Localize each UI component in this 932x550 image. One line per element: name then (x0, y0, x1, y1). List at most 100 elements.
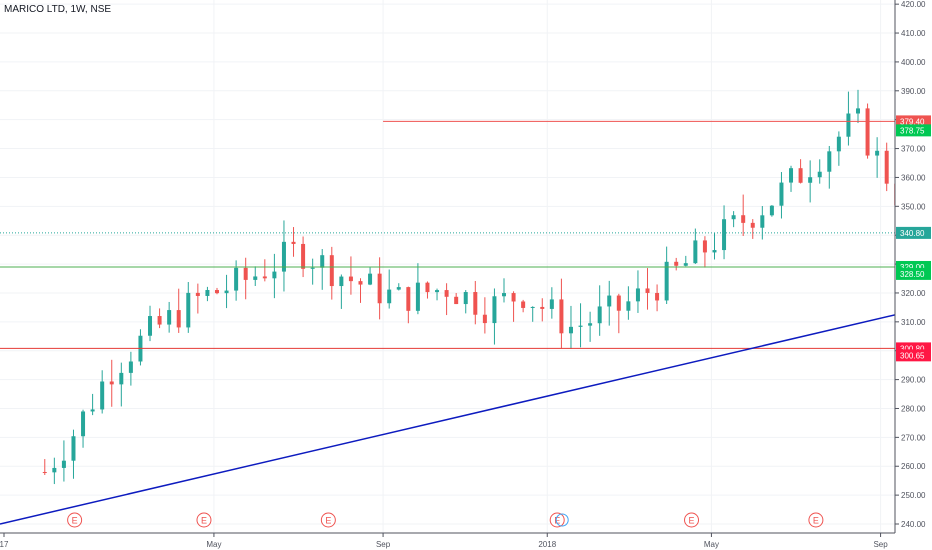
dividend-marker (555, 513, 569, 527)
candle-body (502, 293, 507, 297)
candle-body (214, 290, 219, 294)
candle-body (176, 310, 181, 328)
candle-body (808, 177, 813, 183)
price-tick-label: 420.00 (901, 0, 926, 9)
candle-body (760, 215, 765, 228)
candle-body (42, 472, 47, 474)
candle-body (645, 288, 650, 293)
candle-body (387, 289, 392, 304)
annotation-lines (0, 120, 932, 525)
candle-body (540, 306, 545, 309)
candle-body (90, 409, 95, 412)
candle-body (377, 273, 382, 304)
candle-body (473, 292, 478, 315)
price-tick-label: 320.00 (901, 289, 926, 298)
price-tick-label: 400.00 (901, 58, 926, 67)
candle-body (588, 323, 593, 326)
candle-body (789, 168, 794, 183)
price-label: 378.75 (900, 126, 925, 135)
candle-body (52, 467, 57, 473)
candle-body (415, 282, 420, 311)
candle-body (722, 219, 727, 251)
candle-body (511, 293, 516, 302)
price-label-bg (896, 124, 931, 137)
candle-body (664, 261, 669, 301)
candle-body (71, 436, 76, 461)
time-tick-label: 2018 (538, 540, 556, 549)
price-label: 328.50 (900, 270, 925, 279)
candle-body (712, 250, 717, 253)
candle-body (444, 290, 449, 297)
candle-body (425, 282, 430, 293)
candle-body (693, 240, 698, 264)
earnings-marker (67, 512, 83, 528)
trendline (0, 305, 932, 525)
candle-body (635, 288, 640, 302)
grid (0, 0, 895, 533)
candle-body (549, 299, 554, 309)
candle-body (234, 267, 239, 291)
price-tick-label: 360.00 (901, 173, 926, 182)
candle-body (157, 316, 162, 325)
price-label-bg (896, 267, 931, 280)
price-tick-label: 390.00 (901, 87, 926, 96)
candle-body (348, 276, 353, 282)
candle-body (310, 267, 315, 269)
candle-body (578, 325, 583, 327)
price-tick-label: 270.00 (901, 433, 926, 442)
price-label-bg (896, 349, 931, 362)
candle-body (521, 301, 526, 308)
earnings-marker-label: E (72, 516, 78, 526)
candle-body (339, 276, 344, 287)
candle-body (817, 171, 822, 178)
candle-body (731, 215, 736, 220)
time-tick-label: Sep (376, 540, 391, 549)
time-tick-label: May (206, 540, 221, 549)
candle-body (492, 296, 497, 324)
earnings-marker-label: E (813, 516, 819, 526)
candle-body (406, 287, 411, 311)
candle-body (435, 290, 440, 293)
candle-body (884, 150, 889, 184)
price-label: 300.80 (900, 344, 925, 353)
candle-body (186, 292, 191, 328)
price-tick-label: 370.00 (901, 145, 926, 154)
candle-body (626, 301, 631, 311)
candle-body (100, 381, 105, 410)
candle-body (128, 361, 133, 373)
candle-body (482, 314, 487, 324)
candle-body (81, 411, 86, 437)
price-label: 300.65 (900, 351, 925, 360)
candle-body (530, 306, 535, 308)
earnings-marker-label: E (201, 516, 207, 526)
candle-body (291, 241, 296, 244)
candle-body (272, 271, 277, 279)
candle-body (205, 290, 210, 296)
price-label: 329.00 (900, 263, 925, 272)
candle-body (148, 316, 153, 336)
price-tick-label: 410.00 (901, 29, 926, 38)
price-label: 379.40 (900, 117, 925, 126)
price-tick-label: 250.00 (901, 491, 926, 500)
candle-body (865, 108, 870, 156)
candle-body (262, 276, 267, 279)
candle-body (167, 310, 172, 325)
earnings-marker (684, 512, 700, 528)
candle-body (674, 261, 679, 266)
price-tick-label: 350.00 (901, 202, 926, 211)
candle-body (827, 151, 832, 172)
candle-body (655, 292, 660, 301)
time-tick-label: May (704, 540, 719, 549)
time-tick-label: Sep (873, 540, 888, 549)
price-tick-label: 290.00 (901, 376, 926, 385)
candle-body (769, 205, 774, 216)
earnings-marker-label: E (689, 516, 695, 526)
chart-title: MARICO LTD, 1W, NSE (4, 4, 112, 15)
candle-body (798, 168, 803, 183)
candle-body (224, 290, 229, 294)
price-tick-label: 260.00 (901, 462, 926, 471)
candle-body (320, 255, 325, 268)
candle-body (358, 281, 363, 285)
candle-body (875, 150, 880, 156)
